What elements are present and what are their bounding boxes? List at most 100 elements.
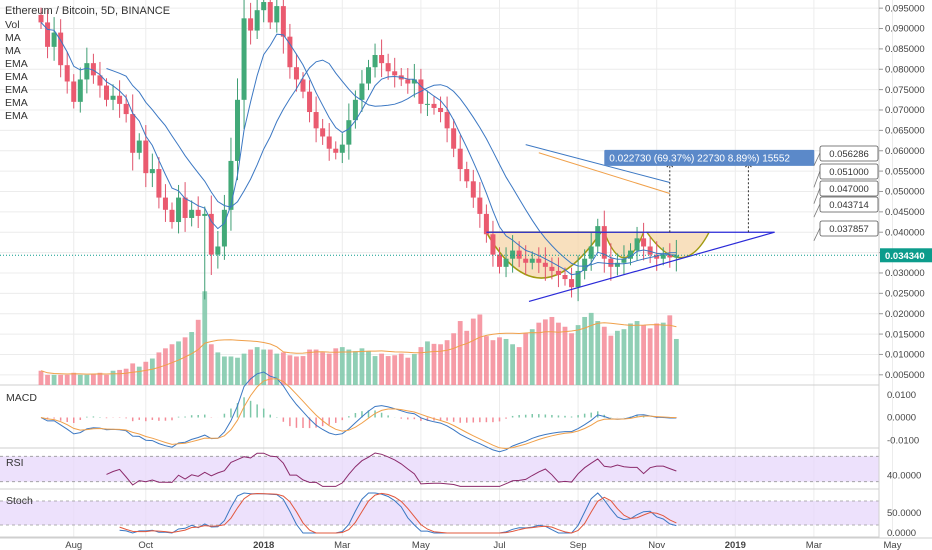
candle	[254, 0, 260, 39]
volume-bar	[235, 357, 240, 385]
candle	[536, 247, 542, 274]
candle	[45, 9, 51, 59]
candle	[470, 169, 476, 208]
candle	[326, 123, 332, 161]
axis-price-label: 0.080000	[885, 64, 925, 75]
axis-price-label: 0.030000	[885, 268, 925, 279]
volume-bar	[425, 341, 430, 385]
volume-bar	[457, 321, 463, 385]
candle-body	[241, 18, 247, 100]
target-box: 0.047000	[813, 180, 879, 204]
time-axis-label: Mar	[806, 540, 822, 550]
candle	[477, 182, 483, 228]
candle	[359, 70, 365, 112]
axis-indicator-label: -0.0100	[887, 435, 919, 446]
current-price-label: 0.034340	[885, 251, 925, 262]
candle-body	[392, 71, 398, 76]
candle	[267, 0, 273, 30]
volume-bar	[621, 329, 627, 385]
legend-ema-4: EMA	[5, 97, 28, 109]
candle	[202, 206, 208, 300]
volume-bar	[228, 356, 234, 385]
volume-ma-line	[40, 322, 677, 375]
volume-bar	[484, 336, 489, 385]
ma-slow-line	[106, 59, 677, 267]
candle-body	[451, 128, 457, 149]
volume-bar	[64, 374, 70, 385]
candle	[575, 255, 581, 302]
candle-body	[490, 234, 496, 255]
candle	[274, 0, 280, 33]
legend-ema-3: EMA	[5, 84, 28, 96]
candle	[110, 84, 116, 111]
candle-body	[221, 209, 227, 247]
candle	[182, 182, 188, 232]
volume-bar	[202, 291, 208, 385]
time-axis-label: 2018	[253, 540, 274, 550]
candle-body	[523, 258, 529, 263]
volume-bar	[313, 349, 319, 385]
volume-bar	[241, 353, 247, 385]
target-value: 0.037857	[829, 224, 869, 235]
candle-body	[326, 136, 332, 149]
candle	[189, 200, 195, 227]
target-leader	[813, 227, 821, 241]
volume-bar	[549, 316, 555, 385]
candle-body	[424, 103, 430, 105]
candle-body	[136, 140, 142, 153]
volume-bar	[654, 323, 660, 385]
projection-orange	[538, 152, 670, 194]
volume-bar	[320, 352, 326, 385]
projection-blue	[525, 144, 670, 184]
axis-price-label: 0.060000	[885, 146, 925, 157]
candle-body	[182, 197, 188, 218]
volume-bar	[641, 325, 646, 385]
candle	[490, 220, 496, 267]
target-box: 0.051000	[813, 163, 879, 188]
candle-body	[366, 67, 371, 84]
candle-body	[307, 91, 313, 113]
volume-bar	[451, 333, 457, 385]
volume-bar	[477, 314, 483, 385]
candle-body	[90, 63, 96, 76]
candle-body	[673, 255, 679, 258]
candle	[38, 7, 44, 30]
volume-bar	[169, 344, 175, 385]
candle-body	[51, 32, 57, 47]
candle-body	[352, 99, 358, 121]
time-axis-label: Sep	[570, 540, 587, 550]
volume-bar	[490, 340, 496, 385]
volume-bar	[647, 328, 653, 385]
candle	[90, 53, 96, 84]
price-measure-tool[interactable]: 0.022730 (69.37%) 22730 8.89%) 15552 0.05…	[604, 145, 879, 241]
volume-bar	[294, 356, 299, 385]
volume-bar	[372, 356, 378, 385]
volume-bar	[267, 349, 273, 385]
candle-body	[385, 63, 391, 72]
volume-bar	[117, 369, 122, 385]
volume-bar	[254, 347, 260, 385]
volume-bar	[110, 370, 116, 385]
volume-bar	[84, 374, 90, 385]
time-axis[interactable]: AugOct2018MarMayJulSepNov2019MarMayJulSe…	[0, 537, 932, 550]
candle	[457, 135, 463, 182]
candle-body	[280, 6, 286, 37]
volume-bar	[326, 353, 332, 385]
volume-bar	[366, 351, 371, 385]
candle-body	[595, 226, 601, 247]
candle-body	[274, 6, 280, 23]
candle	[287, 23, 293, 79]
candle-body	[77, 79, 83, 102]
candle-body	[405, 79, 411, 84]
volume-bar	[261, 349, 267, 385]
trendlines	[0, 144, 879, 303]
candle-body	[130, 114, 136, 153]
price-axis[interactable]: 0.095000 0.090000 0.085000 0.080000 0.075000…	[878, 0, 932, 539]
volume-bar	[45, 374, 50, 385]
candle	[379, 39, 385, 78]
candle-body	[169, 209, 175, 223]
volume-bar	[339, 347, 345, 385]
volume-bar	[208, 344, 214, 385]
candle-body	[104, 85, 109, 100]
